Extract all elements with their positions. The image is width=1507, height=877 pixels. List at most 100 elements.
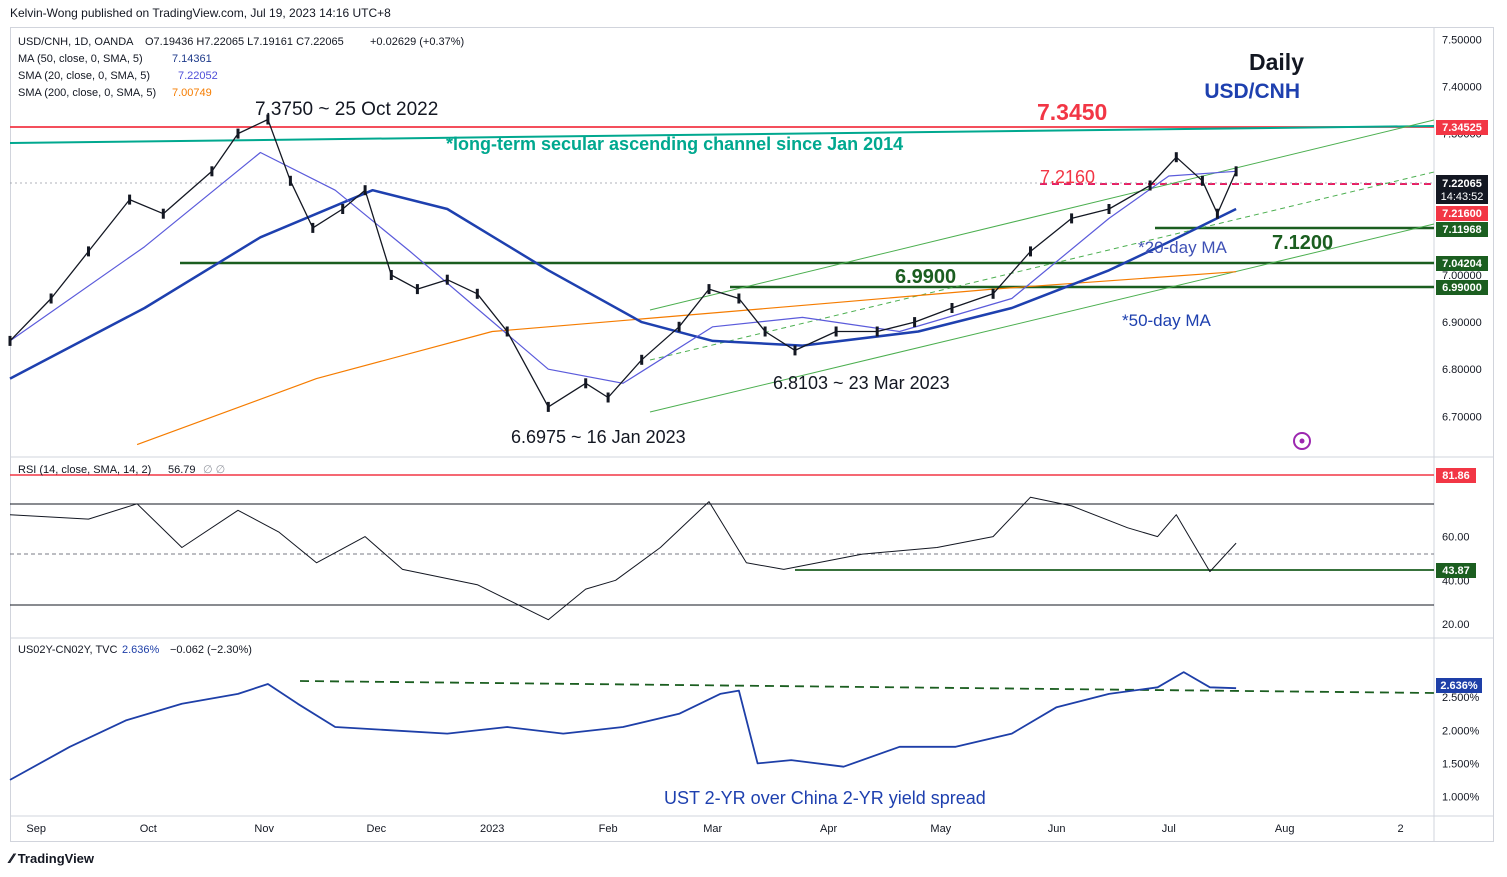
price-candle [161,208,165,219]
badge-rsi-hi: 81.86 [1442,470,1470,482]
x-tick-label: May [930,823,951,835]
label-ma50-note: *50-day MA [1122,311,1211,330]
price-candle [1234,166,1238,177]
legend-rsi-extra: ∅ ∅ [203,464,225,476]
price-candle [875,326,879,337]
spread-resistance-line [299,680,1435,694]
price-candle [1029,246,1032,257]
channel-lower-line [649,223,1435,413]
time-axis-labels: Sep Oct Nov Dec 2023 Feb Mar Apr May Jun Jul Aug 2 [26,823,1403,835]
sma20-line [9,151,1237,384]
price-candle [1107,204,1111,214]
badge-7119: 7.11968 [1442,224,1481,236]
price-candle [1070,213,1074,224]
ma50-line [9,188,1237,380]
legend-ohlc: O7.19436 H7.22065 L7.19161 C7.22065 [145,36,344,48]
price-candle [584,378,588,389]
publisher-line: Kelvin-Wong published on TradingView.com… [10,6,391,20]
label-7345: 7.3450 [1037,99,1107,125]
x-tick-label: Jun [1048,823,1066,835]
y-tick-label: 20.00 [1442,619,1470,631]
price-candle [834,326,838,337]
badge-7042: 7.04204 [1442,258,1483,270]
alert-icon[interactable] [1293,432,1311,450]
y-tick-label: 1.500% [1442,758,1480,770]
rsi-line [9,496,1237,621]
ma50-series [9,188,1237,380]
legend-rsi-label[interactable]: RSI (14, close, SMA, 14, 2) [18,464,151,476]
legend-spread-change: −0.062 (−2.30%) [170,644,252,656]
price-candle [389,270,393,280]
legend-symbol[interactable]: USD/CNH, 1D, OANDA [18,36,134,48]
legend-sma200-label[interactable]: SMA (200, close, 0, SMA, 5) [18,87,156,99]
x-tick-label: Oct [140,823,157,835]
badge-7042-bg [1436,256,1488,271]
title-period: Daily [1249,49,1304,75]
sma200-line [136,271,1237,446]
price-candle [793,345,797,356]
tradingview-logo[interactable]: ⁄⁄ TradingView [10,850,94,866]
label-7216: 7.2160 [1040,167,1095,187]
tradingview-icon: ⁄⁄ [10,850,14,866]
legend-spread-value: 2.636% [122,644,160,656]
price-candle [1174,152,1178,163]
legend-change: +0.02629 (+0.37%) [370,36,464,48]
tradingview-brand: TradingView [17,850,95,866]
label-ma20-note: *20-day MA [1138,238,1227,257]
price-candle [87,246,90,257]
label-channel-note: *long-term secular ascending channel sin… [446,134,903,154]
price-candle [363,185,367,196]
price-candle [505,326,509,337]
x-tick-label: Apr [820,823,837,835]
legend-spread-label[interactable]: US02Y-CN02Y, TVC [18,644,118,656]
badge-rsi-lo-bg [1436,563,1476,578]
label-low: 6.6975 ~ 16 Jan 2023 [511,427,686,447]
price-candle [763,326,767,337]
y-tick-label: 2.500% [1442,692,1480,704]
channel-upper-line [649,119,1435,311]
y-tick-label: 6.70000 [1442,411,1482,423]
price-candle [210,166,214,177]
price-candle [737,293,741,304]
label-high: 7.3750 ~ 25 Oct 2022 [255,99,438,120]
badge-last-price: 7.22065 [1442,178,1482,190]
price-candle [707,284,711,295]
x-tick-label: Dec [367,823,387,835]
legend-ma50-value: 7.14361 [172,53,212,65]
spread-series [9,671,1237,781]
price-candle [950,303,954,313]
title-pair: USD/CNH [1204,80,1300,103]
badge-rsi-lo: 43.87 [1442,565,1470,577]
channel-mid-line [649,171,1435,361]
price-candle [311,222,315,233]
chart-frame [10,27,1494,842]
legend-sma200-value: 7.00749 [172,87,212,99]
badge-6990-bg [1436,280,1488,295]
badge-last-bg [1436,175,1488,204]
legend-sma20-label[interactable]: SMA (20, close, 0, SMA, 5) [18,70,150,82]
price-candle [991,288,995,299]
y-tick-label: 2.000% [1442,725,1480,737]
price-candle [677,321,681,332]
x-tick-label: Sep [26,823,46,835]
label-712: 7.1200 [1272,232,1333,254]
sma200-series [136,271,1237,446]
legend-main-group: USD/CNH, 1D, OANDA O7.19436 H7.22065 L7.… [18,36,464,656]
y-tick-label: 40.00 [1442,575,1470,587]
badge-7345-bg [1436,120,1488,135]
x-tick-label: Nov [254,823,274,835]
price-candle [1148,180,1152,191]
legend-sma20-value: 7.22052 [178,70,218,82]
y-tick-label: 6.80000 [1442,364,1482,376]
price-candle [236,128,240,139]
spread-line [9,671,1237,781]
y-tick-label: 6.90000 [1442,317,1482,329]
label-mid-low: 6.8103 ~ 23 Mar 2023 [773,373,950,393]
badge-countdown: 14:43:52 [1441,191,1484,203]
x-tick-label: Feb [599,823,618,835]
legend-ma50-label[interactable]: MA (50, close, 0, SMA, 5) [18,53,143,65]
price-candle [415,284,419,295]
price-series [8,114,1238,412]
badge-spread: 2.636% [1440,680,1478,692]
